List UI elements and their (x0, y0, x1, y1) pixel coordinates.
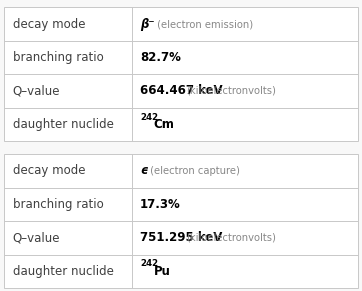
Text: decay mode: decay mode (13, 164, 85, 178)
Text: 664.467 keV: 664.467 keV (140, 84, 223, 97)
Text: Pu: Pu (154, 265, 171, 278)
Bar (4, 7, 358, 141)
Text: 751.295 keV: 751.295 keV (140, 231, 223, 244)
Bar (4, 154, 358, 288)
Text: β⁻: β⁻ (140, 17, 155, 31)
Text: decay mode: decay mode (13, 17, 85, 31)
Text: Q–value: Q–value (13, 84, 60, 97)
Text: ϵ: ϵ (140, 164, 148, 178)
Text: daughter nuclide: daughter nuclide (13, 265, 114, 278)
Text: 17.3%: 17.3% (140, 198, 181, 211)
Text: (electron emission): (electron emission) (154, 19, 253, 29)
Text: 82.7%: 82.7% (140, 51, 181, 64)
Text: Q–value: Q–value (13, 231, 60, 244)
Text: Cm: Cm (154, 118, 175, 131)
Text: (kiloelectronvolts): (kiloelectronvolts) (186, 233, 276, 243)
Text: branching ratio: branching ratio (13, 51, 104, 64)
Text: daughter nuclide: daughter nuclide (13, 118, 114, 131)
Text: (kiloelectronvolts): (kiloelectronvolts) (186, 86, 276, 96)
Text: 242: 242 (140, 260, 158, 269)
Text: (electron capture): (electron capture) (147, 166, 240, 176)
Text: branching ratio: branching ratio (13, 198, 104, 211)
Text: 242: 242 (140, 113, 158, 122)
